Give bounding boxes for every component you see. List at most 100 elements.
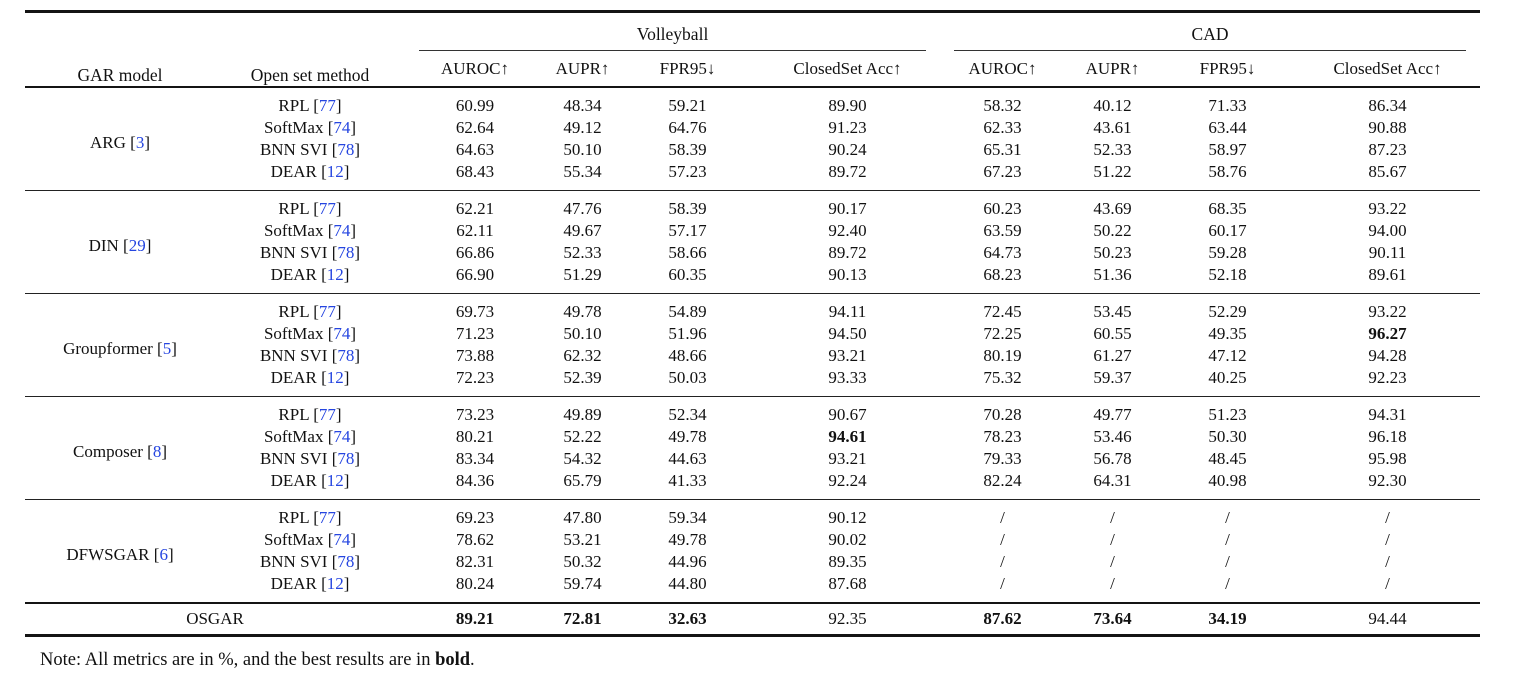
metric-value: 89.72	[828, 162, 867, 181]
table-row: BNN SVI [78] 73.88 62.32 48.66 93.21 80.19 61.…	[25, 345, 1480, 367]
metric-value: 90.17	[828, 199, 867, 218]
metric-value: 92.23	[1368, 368, 1407, 387]
citation-link[interactable]: 74	[333, 530, 351, 549]
metric-value: 87.62	[983, 609, 1022, 628]
model-cell: Composer [8]	[73, 441, 167, 461]
citation-link[interactable]: 29	[128, 235, 146, 255]
metric-value: 72.25	[983, 324, 1022, 343]
metric-value: 58.39	[668, 199, 707, 218]
header-gar-model: GAR model	[77, 65, 163, 85]
model-cell: DIN [29]	[88, 235, 152, 255]
metric-value: 93.33	[828, 368, 867, 387]
citation-link[interactable]: 74	[333, 324, 351, 343]
metric-value: 53.45	[1093, 302, 1132, 321]
citation-link[interactable]: 12	[326, 574, 344, 593]
metric-value: 62.33	[983, 118, 1022, 137]
citation-link[interactable]: 12	[326, 265, 344, 284]
metric-value: 32.63	[668, 609, 707, 628]
metric-value: 94.61	[828, 427, 867, 446]
summary-label: OSGAR	[186, 609, 244, 628]
metric-value: 89.72	[828, 243, 867, 262]
table-row: BNN SVI [78] 83.34 54.32 44.63 93.21 79.33 56.…	[25, 448, 1480, 470]
metric-value: 68.23	[983, 265, 1022, 284]
metric-value: 87.23	[1368, 140, 1407, 159]
metric-value: 63.44	[1208, 118, 1247, 137]
citation-link[interactable]: 78	[337, 552, 355, 571]
citation-link[interactable]: 74	[333, 118, 351, 137]
table-row: SoftMax [74] 62.11 49.67 57.17 92.40 63.59 50.…	[25, 220, 1480, 242]
results-table: GAR model Open set method Volleyball CAD…	[25, 10, 1481, 637]
metric-value: 44.63	[668, 449, 707, 468]
metric-value: /	[1110, 574, 1115, 593]
note-text: Note: All metrics are in %, and the best…	[40, 650, 436, 670]
metric-value: 78.23	[983, 427, 1022, 446]
metric-value: /	[1225, 552, 1230, 571]
citation-link[interactable]: 77	[318, 508, 336, 527]
metric-value: 91.23	[828, 118, 867, 137]
citation-link[interactable]: 78	[337, 243, 355, 262]
metric-value: 55.34	[563, 162, 602, 181]
metric-value: 34.19	[1208, 609, 1247, 628]
metric-value: 73.64	[1093, 609, 1132, 628]
metric-value: 49.12	[563, 118, 602, 137]
citation-link[interactable]: 77	[318, 96, 336, 115]
citation-link[interactable]: 8	[152, 441, 162, 461]
model-group: DFWSGAR [6] RPL [77] 69.23 47.80 59.34 90.12 /…	[25, 500, 1481, 603]
metric-value: 51.22	[1093, 162, 1132, 181]
metric-value: 89.61	[1368, 265, 1407, 284]
citation-link[interactable]: 12	[326, 162, 344, 181]
table-header: GAR model Open set method Volleyball CAD…	[25, 12, 1481, 87]
metric-value: 62.11	[456, 221, 494, 240]
metric-value: 50.30	[1208, 427, 1247, 446]
metric-value: 80.21	[455, 427, 495, 446]
citation-link[interactable]: 77	[318, 302, 336, 321]
citation-link[interactable]: 12	[326, 471, 344, 490]
metric-value: 90.67	[828, 405, 867, 424]
citation-link[interactable]: 78	[337, 449, 355, 468]
metric-value: 92.24	[828, 471, 867, 490]
model-cell: DFWSGAR [6]	[66, 544, 174, 564]
metric-value: 69.23	[455, 508, 495, 527]
citation-link[interactable]: 77	[318, 405, 336, 424]
metric-value: 49.77	[1093, 405, 1132, 424]
metric-value: 96.18	[1368, 427, 1407, 446]
note-bold-word: bold	[435, 650, 471, 670]
summary-row-body: OSGAR 89.21 72.81 32.63 92.35 87.62 73.6…	[25, 603, 1481, 636]
metric-value: /	[1000, 552, 1005, 571]
citation-link[interactable]: 78	[337, 346, 355, 365]
model-cell: Groupformer [5]	[63, 338, 177, 358]
metric-value: 44.96	[668, 552, 707, 571]
table-row: BNN SVI [78] 66.86 52.33 58.66 89.72 64.73 50.…	[25, 242, 1480, 264]
metric-value: 94.31	[1368, 405, 1407, 424]
metric-value: 52.39	[563, 368, 602, 387]
metric-value: 71.33	[1208, 96, 1247, 115]
metric-value: 58.66	[668, 243, 707, 262]
metric-value: 93.21	[828, 449, 867, 468]
table-row: DEAR [12] 80.24 59.74 44.80 87.68 / / / /	[25, 573, 1480, 603]
metric-value: 79.33	[983, 449, 1022, 468]
citation-link[interactable]: 12	[326, 368, 344, 387]
citation-link[interactable]: 5	[162, 338, 172, 358]
citation-link[interactable]: 74	[333, 427, 351, 446]
citation-link[interactable]: 77	[318, 199, 336, 218]
citation-link[interactable]: 3	[135, 132, 145, 152]
table-row: SoftMax [74] 71.23 50.10 51.96 94.50 72.25 60.…	[25, 323, 1480, 345]
citation-link[interactable]: 6	[159, 544, 168, 564]
metric-value: 72.81	[563, 609, 602, 628]
metric-value: 62.64	[455, 118, 495, 137]
table-row: SoftMax [74] 78.62 53.21 49.78 90.02 / / / /	[25, 529, 1480, 551]
metric-value: 84.36	[455, 471, 495, 490]
metric-value: 53.46	[1093, 427, 1132, 446]
metric-value: 59.37	[1093, 368, 1132, 387]
metric-value: 73.23	[455, 405, 495, 424]
citation-link[interactable]: 78	[337, 140, 355, 159]
metric-value: 72.23	[455, 368, 495, 387]
metric-value: 58.76	[1208, 162, 1247, 181]
table-row: Groupformer [5] RPL [77] 69.73 49.78 54.89 94…	[25, 294, 1480, 358]
metric-value: 48.34	[563, 96, 602, 115]
metric-value: /	[1000, 574, 1005, 593]
citation-link[interactable]: 74	[333, 221, 351, 240]
metric-value: 64.31	[1093, 471, 1132, 490]
table-row: DEAR [12] 66.90 51.29 60.35 90.13 68.23 51.36 5…	[25, 264, 1480, 294]
method-cell: DEAR [12]	[270, 162, 350, 181]
